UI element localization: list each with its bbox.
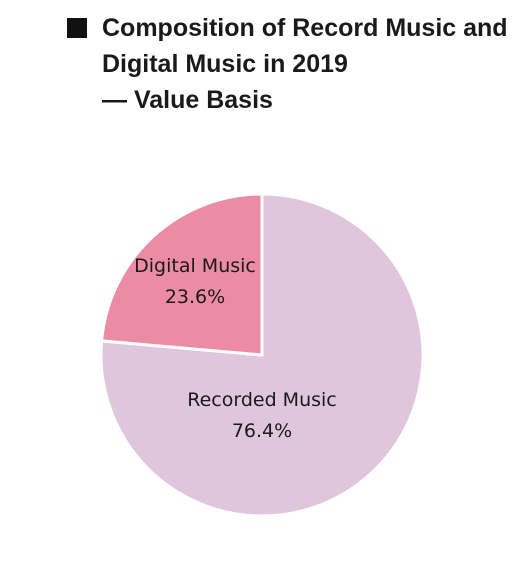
slice-value-recorded-music: 76.4% [232, 420, 292, 442]
title-text: Composition of Record Music and Digital … [102, 10, 522, 118]
title-square-icon [67, 18, 87, 38]
slice-label-digital-music: Digital Music [134, 255, 256, 277]
slice-label-recorded-music: Recorded Music [187, 389, 337, 411]
title-line-2: Digital Music in 2019 [102, 50, 348, 78]
pie-slice-digital-music [100, 192, 264, 357]
slice-value-digital-music: 23.6% [165, 286, 225, 308]
pie-labels: Recorded Music 76.4% Digital Music 23.6% [134, 255, 337, 442]
title-line-3: — Value Basis [102, 86, 273, 114]
pie-slices [99, 192, 425, 518]
title-line-1: Composition of Record Music and [102, 14, 508, 42]
